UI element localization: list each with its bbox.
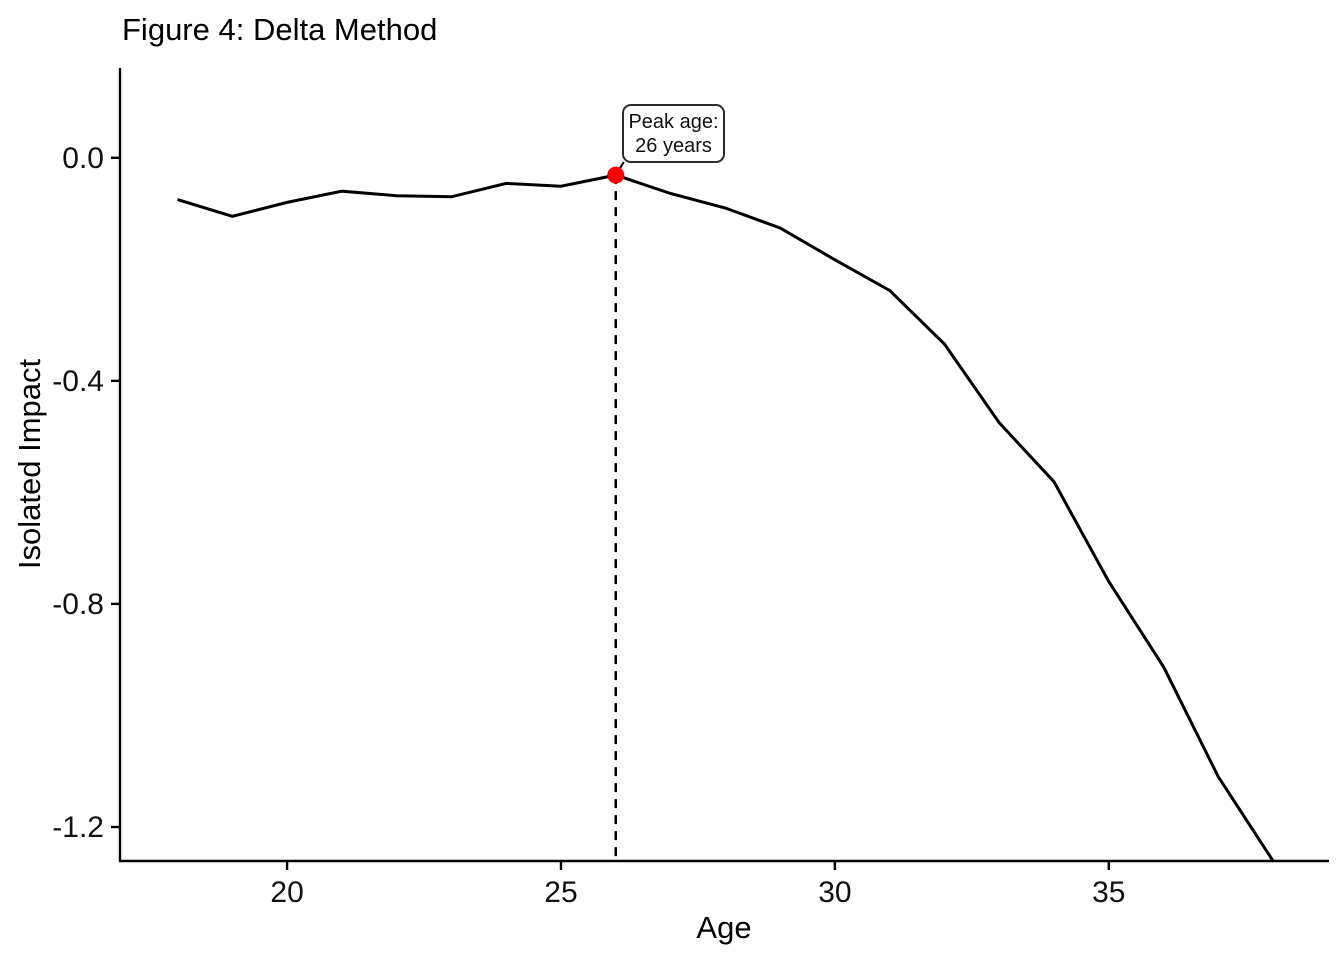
y-tick-label: 0.0 — [62, 142, 104, 175]
x-tick-label: 25 — [544, 876, 577, 909]
peak-annotation-line2: 26 years — [635, 135, 712, 157]
x-tick-label: 35 — [1092, 876, 1125, 909]
peak-annotation-line1: Peak age: — [628, 111, 719, 133]
impact-curve-line — [177, 173, 1275, 862]
x-axis-label: Age — [696, 910, 752, 945]
peak-annotation-box: Peak age: 26 years — [622, 104, 725, 163]
y-tick-label: -0.4 — [52, 365, 104, 398]
x-tick-label: 20 — [270, 876, 303, 909]
chart-title: Figure 4: Delta Method — [122, 12, 438, 47]
y-tick-label: -1.2 — [52, 811, 104, 844]
x-tick-label: 30 — [818, 876, 851, 909]
peak-point-marker — [607, 166, 625, 184]
y-tick-label: -0.8 — [52, 588, 104, 621]
